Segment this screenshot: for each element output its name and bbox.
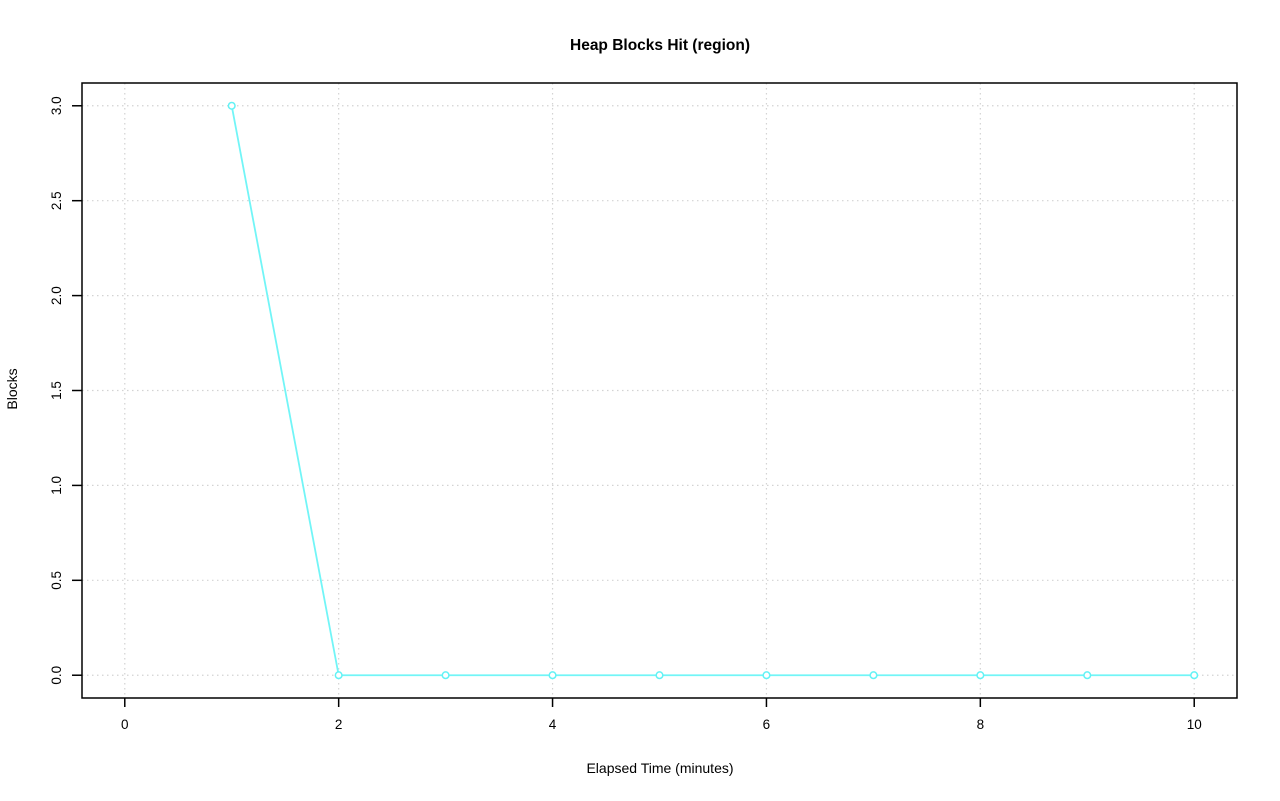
y-tick-label: 1.0 (49, 476, 64, 495)
x-tick-label: 0 (121, 717, 129, 732)
y-tick-label: 0.5 (49, 571, 64, 590)
chart-title: Heap Blocks Hit (region) (570, 37, 750, 54)
data-point (227, 101, 236, 110)
data-point (762, 671, 771, 680)
x-tick-label: 8 (977, 717, 985, 732)
y-tick-label: 1.5 (49, 381, 64, 400)
x-axis-label: Elapsed Time (minutes) (586, 760, 733, 776)
y-tick-label: 3.0 (49, 96, 64, 115)
x-tick-label: 4 (549, 717, 557, 732)
grid-layer (82, 83, 1237, 698)
x-tick-label: 2 (335, 717, 343, 732)
data-point (441, 671, 450, 680)
y-tick-label: 2.0 (49, 286, 64, 305)
data-point (1190, 671, 1199, 680)
data-point (976, 671, 985, 680)
y-tick-label: 2.5 (49, 191, 64, 210)
data-point (655, 671, 664, 680)
data-point (869, 671, 878, 680)
x-tick-label: 6 (763, 717, 771, 732)
data-point (548, 671, 557, 680)
x-tick-label: 10 (1187, 717, 1202, 732)
data-line (230, 104, 1196, 677)
data-series-layer (227, 101, 1199, 680)
y-axis-label: Blocks (4, 368, 20, 409)
axis-layer: 0 2 4 6 8 10 0.0 0.5 1.0 1.5 2.0 2.5 3.0 (49, 82, 1238, 732)
y-tick-label: 0.0 (49, 666, 64, 685)
data-point (334, 671, 343, 680)
plot-box (81, 82, 1238, 699)
data-point (1083, 671, 1092, 680)
